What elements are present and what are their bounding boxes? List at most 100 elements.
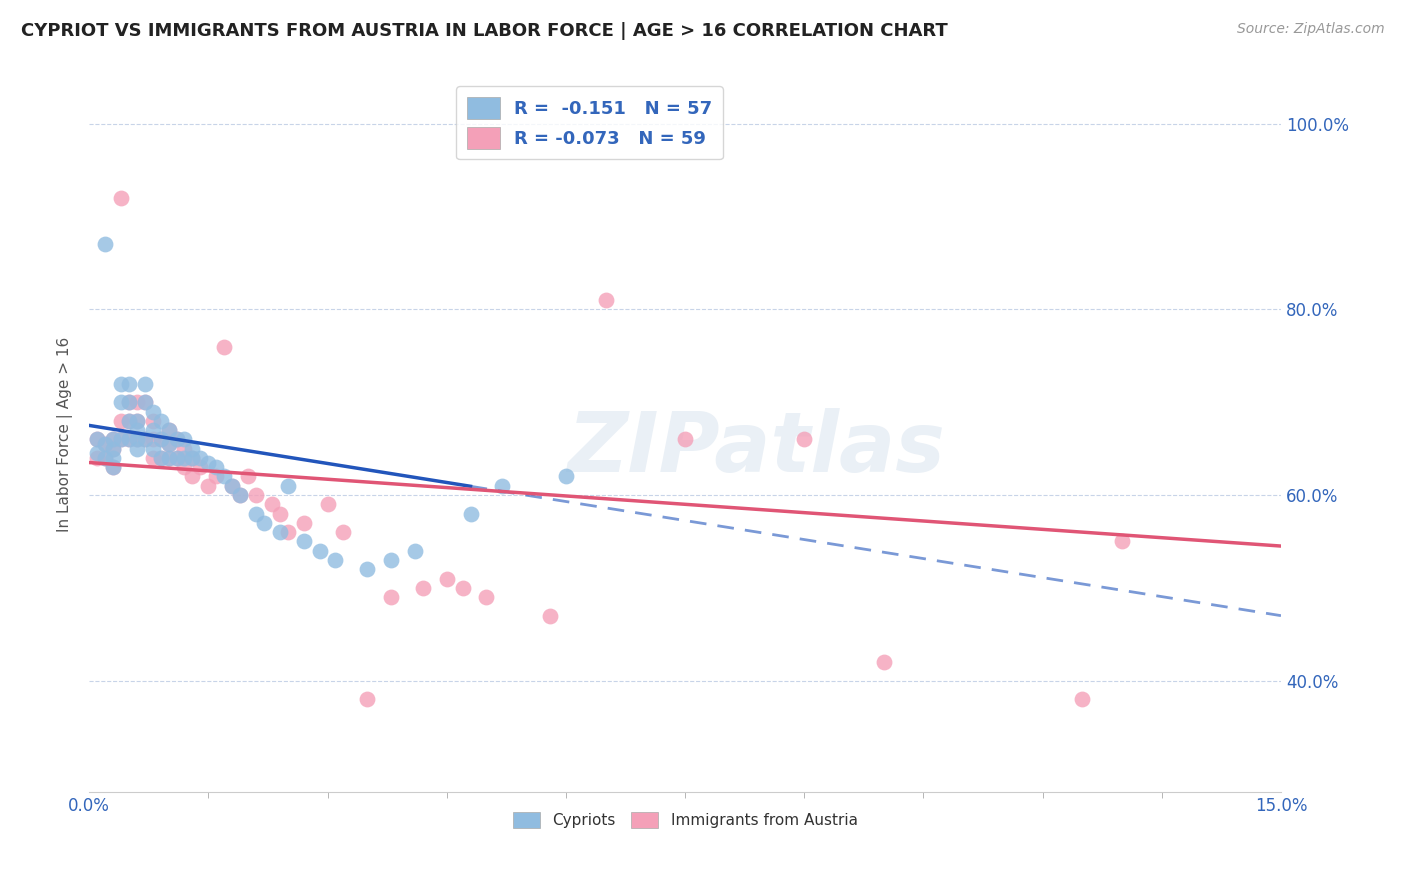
Point bbox=[134, 376, 156, 391]
Point bbox=[173, 442, 195, 456]
Point bbox=[125, 423, 148, 437]
Text: Source: ZipAtlas.com: Source: ZipAtlas.com bbox=[1237, 22, 1385, 37]
Point bbox=[873, 655, 896, 669]
Point bbox=[157, 450, 180, 465]
Point bbox=[673, 433, 696, 447]
Point bbox=[142, 442, 165, 456]
Point bbox=[554, 469, 576, 483]
Point bbox=[101, 460, 124, 475]
Point bbox=[229, 488, 252, 502]
Point bbox=[149, 433, 172, 447]
Point bbox=[173, 460, 195, 475]
Point bbox=[173, 433, 195, 447]
Point bbox=[86, 450, 108, 465]
Point bbox=[332, 525, 354, 540]
Point bbox=[125, 442, 148, 456]
Point bbox=[134, 395, 156, 409]
Point bbox=[292, 534, 315, 549]
Point bbox=[149, 450, 172, 465]
Point bbox=[86, 446, 108, 460]
Point bbox=[269, 507, 291, 521]
Point bbox=[1071, 692, 1094, 706]
Point bbox=[110, 433, 132, 447]
Point bbox=[134, 433, 156, 447]
Point bbox=[94, 437, 117, 451]
Legend: Cypriots, Immigrants from Austria: Cypriots, Immigrants from Austria bbox=[506, 805, 863, 834]
Point bbox=[404, 543, 426, 558]
Point bbox=[118, 395, 141, 409]
Point bbox=[166, 433, 188, 447]
Point bbox=[110, 191, 132, 205]
Point bbox=[190, 460, 212, 475]
Point bbox=[125, 395, 148, 409]
Point bbox=[118, 395, 141, 409]
Point bbox=[229, 488, 252, 502]
Point bbox=[197, 456, 219, 470]
Point bbox=[1111, 534, 1133, 549]
Point bbox=[142, 423, 165, 437]
Point bbox=[221, 479, 243, 493]
Point bbox=[118, 414, 141, 428]
Point bbox=[101, 450, 124, 465]
Point bbox=[236, 469, 259, 483]
Point bbox=[277, 479, 299, 493]
Point bbox=[101, 433, 124, 447]
Point bbox=[142, 433, 165, 447]
Point bbox=[94, 237, 117, 252]
Point bbox=[269, 525, 291, 540]
Point bbox=[149, 450, 172, 465]
Point bbox=[475, 590, 498, 604]
Point bbox=[253, 516, 276, 530]
Point bbox=[110, 414, 132, 428]
Point bbox=[181, 469, 204, 483]
Point bbox=[491, 479, 513, 493]
Point bbox=[205, 460, 228, 475]
Point bbox=[157, 437, 180, 451]
Point bbox=[190, 450, 212, 465]
Point bbox=[181, 450, 204, 465]
Point bbox=[412, 581, 434, 595]
Point bbox=[86, 433, 108, 447]
Point bbox=[101, 460, 124, 475]
Point bbox=[157, 450, 180, 465]
Point bbox=[221, 479, 243, 493]
Point bbox=[125, 414, 148, 428]
Point bbox=[436, 572, 458, 586]
Point bbox=[94, 450, 117, 465]
Point bbox=[101, 433, 124, 447]
Point bbox=[166, 450, 188, 465]
Point bbox=[157, 423, 180, 437]
Point bbox=[118, 433, 141, 447]
Point bbox=[142, 414, 165, 428]
Point bbox=[316, 497, 339, 511]
Point bbox=[277, 525, 299, 540]
Point bbox=[149, 433, 172, 447]
Point bbox=[212, 469, 235, 483]
Point bbox=[157, 423, 180, 437]
Point bbox=[181, 442, 204, 456]
Point bbox=[380, 590, 402, 604]
Point bbox=[595, 293, 617, 307]
Y-axis label: In Labor Force | Age > 16: In Labor Force | Age > 16 bbox=[58, 337, 73, 533]
Point bbox=[166, 433, 188, 447]
Text: ZIPatlas: ZIPatlas bbox=[568, 409, 945, 490]
Point bbox=[118, 433, 141, 447]
Point bbox=[197, 479, 219, 493]
Point bbox=[356, 562, 378, 576]
Point bbox=[142, 404, 165, 418]
Point bbox=[142, 450, 165, 465]
Point bbox=[173, 450, 195, 465]
Point bbox=[538, 608, 561, 623]
Point bbox=[101, 442, 124, 456]
Point bbox=[260, 497, 283, 511]
Point bbox=[356, 692, 378, 706]
Point bbox=[118, 414, 141, 428]
Point bbox=[166, 450, 188, 465]
Point bbox=[325, 553, 347, 567]
Point bbox=[125, 414, 148, 428]
Point bbox=[212, 340, 235, 354]
Point bbox=[308, 543, 330, 558]
Point bbox=[157, 437, 180, 451]
Point bbox=[101, 442, 124, 456]
Point bbox=[205, 469, 228, 483]
